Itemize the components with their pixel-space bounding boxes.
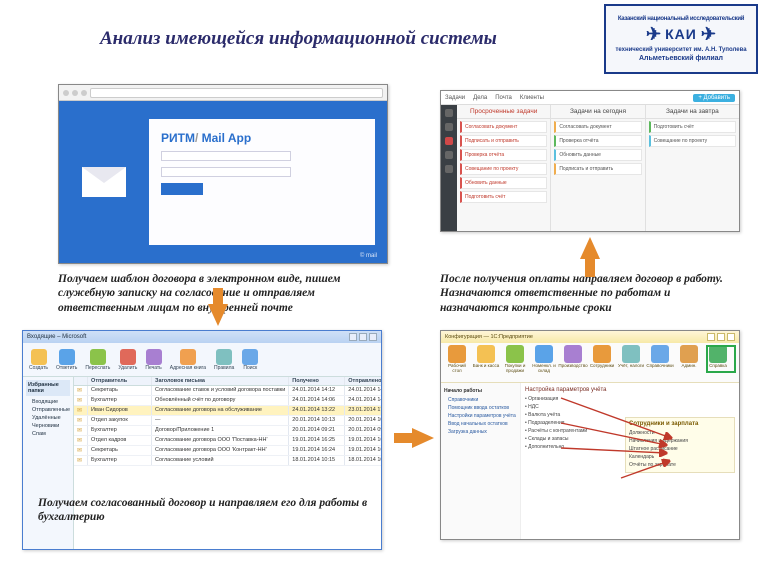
outlook-toolbar: СоздатьОтветитьПереслатьУдалитьПечатьАдр… xyxy=(23,343,381,377)
logo-branch: Альметьевский филиал xyxy=(639,55,723,62)
nav-item[interactable]: Отправленные xyxy=(26,406,70,414)
toolbar-button[interactable]: Правила xyxy=(211,349,237,371)
task-card[interactable]: Подготовить счёт xyxy=(460,191,547,203)
min-icon[interactable] xyxy=(349,333,357,341)
column-today: Задачи на сегодня Согласовать документ П… xyxy=(551,105,645,231)
task-card[interactable]: Согласовать документ xyxy=(554,121,641,133)
mail-row[interactable]: БухгалтерДоговор/Приложение 120.01.2014 … xyxy=(74,426,382,436)
nav-item[interactable]: Настройки параметров учёта xyxy=(444,412,517,420)
caption-1: Получаем шаблон договора в электронном в… xyxy=(58,272,398,315)
toolbar-button[interactable]: Удалить xyxy=(115,349,140,371)
close-icon[interactable] xyxy=(369,333,377,341)
ribbon-button[interactable]: Номенкл. и склад xyxy=(530,345,558,380)
column-tomorrow: Задачи на завтра Подготовить счёт Совеща… xyxy=(646,105,739,231)
logo-top-text: Казанский национальный исследовательский xyxy=(618,16,744,22)
flow-arrow-icon xyxy=(412,428,434,448)
toolbar-button[interactable]: Печать xyxy=(142,349,164,371)
screenshot-mail-app: РИТМ/ Mail App © mail xyxy=(58,84,388,264)
ribbon-button[interactable]: Банк и касса xyxy=(472,345,500,380)
task-card[interactable]: Обновить данные xyxy=(554,149,641,161)
mailapp-footer: © mail xyxy=(360,253,377,259)
slide-title: Анализ имеющейся информационной системы xyxy=(100,28,497,50)
max-icon[interactable] xyxy=(717,333,725,341)
mail-row[interactable]: БухгалтерСогласование условий18.01.2014 … xyxy=(74,456,382,466)
ribbon-button[interactable]: Рабочий стол xyxy=(443,345,471,380)
browser-bar xyxy=(59,85,387,101)
toolbar-button[interactable]: Создать xyxy=(26,349,51,371)
task-card[interactable]: Согласовать документ xyxy=(460,121,547,133)
window-titlebar: Входящие – Microsoft xyxy=(23,331,381,343)
ribbon-button[interactable]: Справочники xyxy=(646,345,674,380)
task-card[interactable]: Совещание по проекту xyxy=(460,163,547,175)
nav-item[interactable]: Спам xyxy=(26,430,70,438)
task-card[interactable]: Совещание по проекту xyxy=(649,135,736,147)
task-card[interactable]: Проверка отчёта xyxy=(460,149,547,161)
task-card[interactable]: Подготовить счёт xyxy=(649,121,736,133)
mail-row[interactable]: СекретарьСогласование договора ООО 'Конт… xyxy=(74,446,382,456)
caption-3: Получаем согласованный договор и направл… xyxy=(38,496,368,525)
caption-2: После получения оплаты направляем догово… xyxy=(440,272,740,315)
toolbar-button[interactable]: Адресная книга xyxy=(167,349,209,371)
mail-row[interactable]: Отдел кадровСогласование договора ООО 'П… xyxy=(74,436,382,446)
task-card[interactable]: Обновить данные xyxy=(460,177,547,189)
ribbon-button[interactable]: Сотрудники xyxy=(588,345,616,380)
toolbar-button[interactable]: Ответить xyxy=(53,349,80,371)
ribbon-button[interactable]: Покупки и продажи xyxy=(501,345,529,380)
menu-item[interactable]: Дела xyxy=(473,95,487,101)
toolbar-button[interactable]: Переслать xyxy=(82,349,113,371)
screenshot-task-board: Задачи Дела Почта Клиенты + Добавить Про… xyxy=(440,90,740,232)
envelope-icon xyxy=(82,167,126,197)
ribbon-button[interactable]: Админ. xyxy=(675,345,703,380)
toolbar-button[interactable]: Поиск xyxy=(239,349,261,371)
logo-wings-icon: ✈ xyxy=(701,24,716,45)
menu-item[interactable]: Клиенты xyxy=(520,95,544,101)
mail-row[interactable]: Отдел закупок—20.01.2014 10:1320.01.2014… xyxy=(74,416,382,426)
column-overdue: Просроченные задачи Согласовать документ… xyxy=(457,105,551,231)
login-field[interactable] xyxy=(161,151,291,161)
nav-item[interactable]: Ввод начальных остатков xyxy=(444,420,517,428)
left-nav: Начало работы СправочникиПомощник ввода … xyxy=(441,383,521,539)
nav-item[interactable]: Загрузка данных xyxy=(444,428,517,436)
mail-row[interactable]: СекретарьСогласование ставок и условий д… xyxy=(74,386,382,396)
ribbon-button[interactable]: Производство xyxy=(559,345,587,380)
menu-item[interactable]: Почта xyxy=(495,95,512,101)
flow-arrow-icon xyxy=(580,237,600,259)
window-titlebar: Конфигурация — 1С:Предприятие xyxy=(441,331,739,343)
nav-item[interactable]: Справочники xyxy=(444,396,517,404)
mail-row[interactable]: Иван СидоровСогласование договора на обс… xyxy=(74,406,382,416)
highlight-box xyxy=(706,345,736,373)
logo-subtitle: технический университет им. А.Н. Туполев… xyxy=(615,47,746,54)
nav-item[interactable]: Помощник ввода остатков xyxy=(444,404,517,412)
mailapp-brand: РИТМ/ Mail App xyxy=(161,131,363,145)
nav-item[interactable]: Входящие xyxy=(26,398,70,406)
content-area: Настройка параметров учёта • Организация… xyxy=(521,383,739,539)
task-card[interactable]: Проверка отчёта xyxy=(554,135,641,147)
password-field[interactable] xyxy=(161,167,291,177)
logo-wings-icon: ✈ xyxy=(646,24,661,45)
mail-row[interactable]: БухгалтерОбновлённый счёт по договору24.… xyxy=(74,396,382,406)
red-arrows-icon xyxy=(521,383,739,539)
flow-arrow-icon xyxy=(208,304,228,326)
task-card[interactable]: Подписать и отправить xyxy=(554,163,641,175)
taskboard-sidebar xyxy=(441,105,457,231)
min-icon[interactable] xyxy=(707,333,715,341)
task-card[interactable]: Подписать и отправить xyxy=(460,135,547,147)
university-logo: Казанский национальный исследовательский… xyxy=(604,4,758,74)
mail-list-header: Отправитель Заголовок письма Получено От… xyxy=(74,377,382,386)
ribbon-toolbar: Рабочий столБанк и кассаПокупки и продаж… xyxy=(441,343,739,383)
nav-item[interactable]: Черновики xyxy=(26,422,70,430)
menu-item[interactable]: Задачи xyxy=(445,95,465,101)
logo-name: КАИ xyxy=(665,26,697,42)
max-icon[interactable] xyxy=(359,333,367,341)
login-button[interactable] xyxy=(161,183,203,195)
ribbon-button[interactable]: Учёт, налоги xyxy=(617,345,645,380)
add-button[interactable]: + Добавить xyxy=(693,94,735,102)
screenshot-1c: Конфигурация — 1С:Предприятие Рабочий ст… xyxy=(440,330,740,540)
taskboard-topbar: Задачи Дела Почта Клиенты + Добавить xyxy=(441,91,739,105)
nav-item[interactable]: Удалённые xyxy=(26,414,70,422)
close-icon[interactable] xyxy=(727,333,735,341)
